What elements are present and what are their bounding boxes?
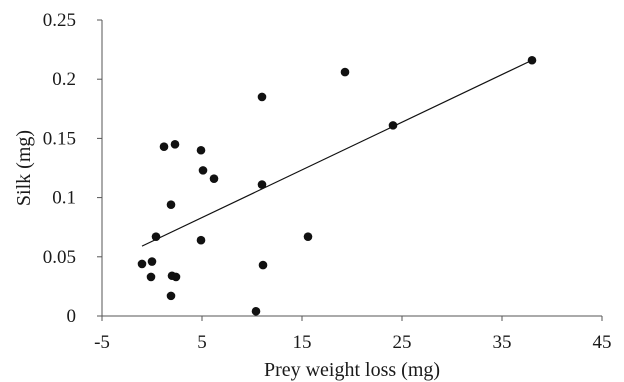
data-point	[166, 200, 176, 210]
data-point	[166, 291, 176, 301]
data-point	[258, 260, 268, 270]
x-axis-title: Prey weight loss (mg)	[264, 359, 440, 381]
data-point	[170, 140, 180, 149]
data-point	[209, 174, 219, 183]
data-point	[196, 235, 206, 245]
data-point	[303, 232, 313, 241]
axes	[101, 20, 602, 317]
data-point	[159, 142, 169, 151]
y-tick-label: 0.05	[43, 247, 76, 268]
data-point	[340, 67, 350, 77]
y-tick-label: 0.15	[43, 128, 76, 149]
data-point	[527, 55, 537, 65]
data-point	[171, 272, 181, 282]
data-point	[147, 257, 157, 266]
y-tick-label: 0.1	[52, 188, 76, 209]
data-point	[251, 306, 261, 316]
y-axis-ticks: 0 0.05 0.1 0.15 0.2 0.25	[43, 10, 102, 327]
x-tick-label: 35	[493, 332, 512, 353]
x-tick-label: -5	[94, 332, 110, 353]
data-point	[388, 121, 398, 130]
x-axis-ticks: -5 5 15 25 35 45	[94, 316, 612, 353]
x-tick-label: 15	[293, 332, 312, 353]
data-point	[137, 259, 147, 269]
x-tick-label: 25	[393, 332, 412, 353]
data-point	[146, 272, 156, 282]
data-points	[137, 55, 537, 316]
data-point	[198, 166, 208, 175]
y-axis-title: Silk (mg)	[13, 130, 35, 206]
x-tick-label: 45	[593, 332, 612, 353]
trendline	[141, 59, 533, 247]
y-tick-label: 0.25	[43, 10, 76, 31]
data-point	[196, 145, 206, 155]
y-tick-label: 0.2	[52, 69, 76, 90]
data-point	[151, 232, 161, 241]
data-point	[257, 92, 267, 102]
x-tick-label: 5	[197, 332, 207, 353]
y-tick-label: 0	[67, 306, 77, 327]
data-point	[257, 180, 267, 189]
